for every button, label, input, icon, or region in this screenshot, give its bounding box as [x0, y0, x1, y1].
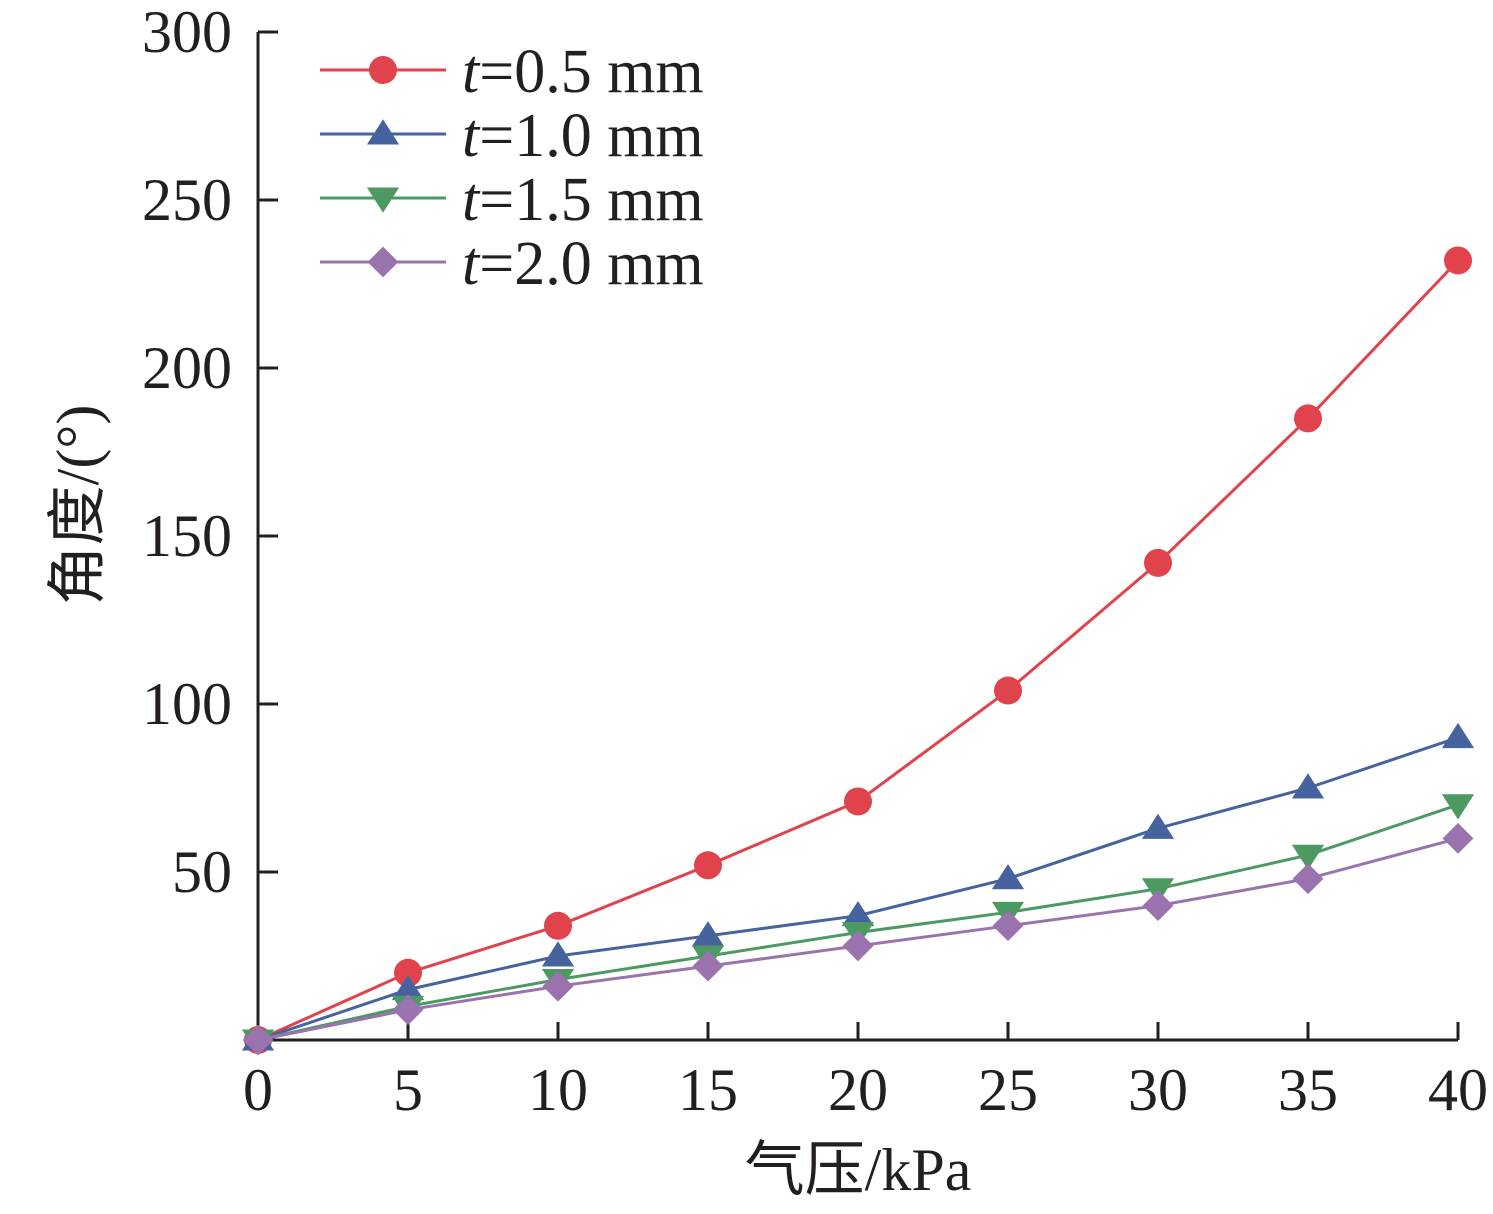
legend-item: t=1.5 mm	[320, 166, 704, 234]
legend-label: t=2.0 mm	[462, 230, 704, 298]
legend-variable: t	[462, 166, 481, 234]
y-tick-label: 250	[142, 167, 232, 233]
data-point	[242, 1024, 274, 1056]
legend-label: t=1.0 mm	[462, 102, 704, 170]
data-point	[391, 974, 425, 1001]
y-tick-label: 100	[142, 671, 232, 737]
data-point	[392, 994, 424, 1026]
data-point	[842, 930, 874, 962]
legend-value: =2.0 mm	[479, 230, 703, 298]
data-point	[542, 970, 574, 1002]
legend-variable: t	[462, 38, 481, 106]
data-point	[1441, 722, 1475, 749]
x-tick-label: 30	[1128, 1057, 1188, 1123]
data-point	[991, 864, 1025, 890]
legend-label: t=0.5 mm	[462, 38, 704, 106]
x-tick-label: 40	[1428, 1057, 1488, 1123]
data-point	[841, 900, 875, 927]
data-point	[692, 950, 724, 982]
y-ticks: 50 100 150 200 250 300	[142, 0, 278, 905]
data-point	[1441, 794, 1475, 820]
data-point	[1144, 548, 1172, 577]
legend-value: =1.5 mm	[479, 166, 703, 234]
series-1	[244, 246, 1472, 1054]
data-point	[1291, 844, 1325, 870]
y-tick-label: 200	[142, 335, 232, 401]
series-line	[257, 736, 1459, 1042]
data-point	[691, 921, 725, 947]
data-point	[541, 941, 575, 967]
x-tick-label: 35	[1278, 1057, 1338, 1123]
data-point	[1442, 823, 1474, 854]
x-tick-label: 15	[678, 1057, 738, 1123]
y-tick-label: 300	[142, 0, 232, 65]
legend-variable: t	[462, 102, 481, 170]
legend: t=0.5 mmt=1.0 mmt=1.5 mmt=2.0 mm	[320, 38, 704, 298]
series-layer	[241, 246, 1475, 1056]
x-tick-label: 10	[528, 1057, 588, 1123]
y-tick-label: 50	[172, 839, 232, 905]
series-2	[241, 722, 1475, 1051]
data-point	[394, 958, 422, 987]
legend-value: =1.0 mm	[479, 102, 703, 170]
y-axis-title: 角度/(°)	[45, 405, 111, 606]
data-point	[544, 911, 572, 940]
data-point	[694, 851, 722, 880]
x-tick-label: 5	[393, 1057, 423, 1123]
y-tick-label: 150	[142, 503, 232, 569]
legend-item: t=0.5 mm	[320, 38, 704, 106]
legend-marker	[369, 56, 397, 84]
data-point	[1292, 863, 1324, 895]
series-3	[241, 794, 1475, 1055]
series-4	[242, 823, 1474, 1056]
data-point	[1444, 246, 1472, 275]
data-point	[992, 910, 1024, 942]
x-axis-title: 气压/kPa	[745, 1137, 972, 1203]
data-point	[1142, 890, 1174, 921]
axes	[256, 32, 1458, 1042]
legend-marker	[367, 246, 399, 278]
x-ticks: 0 5 10 15 20 25 30 35 40	[243, 1022, 1488, 1123]
legend-item: t=2.0 mm	[320, 230, 704, 298]
legend-item: t=1.0 mm	[320, 102, 704, 170]
data-point	[1294, 404, 1322, 433]
x-tick-label: 20	[828, 1057, 888, 1123]
legend-marker	[366, 119, 400, 145]
data-point	[1141, 813, 1175, 839]
x-tick-label: 25	[978, 1057, 1038, 1123]
data-point	[1291, 773, 1325, 799]
legend-value: =0.5 mm	[479, 38, 703, 106]
data-point	[844, 787, 872, 816]
data-point	[994, 676, 1022, 705]
legend-label: t=1.5 mm	[462, 166, 704, 234]
legend-variable: t	[462, 230, 481, 298]
legend-marker	[366, 187, 400, 213]
x-tick-label: 0	[243, 1057, 273, 1123]
